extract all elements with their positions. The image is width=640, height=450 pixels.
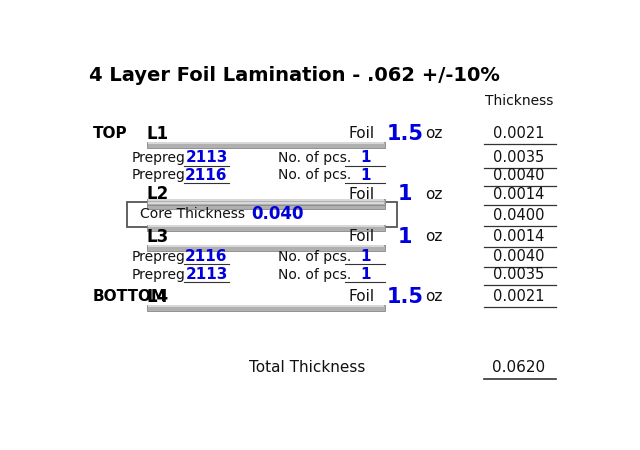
Text: 0.0021: 0.0021: [493, 289, 545, 304]
Text: L2: L2: [147, 185, 169, 203]
Text: 0.0620: 0.0620: [492, 360, 545, 375]
Text: No. of pcs.: No. of pcs.: [278, 268, 351, 282]
FancyBboxPatch shape: [147, 245, 385, 251]
Text: Prepreg: Prepreg: [132, 268, 186, 282]
FancyBboxPatch shape: [148, 225, 384, 227]
Text: 1: 1: [397, 227, 412, 247]
Text: 0.0400: 0.0400: [493, 207, 545, 223]
FancyBboxPatch shape: [148, 199, 384, 201]
Text: 0.0035: 0.0035: [493, 150, 545, 166]
FancyBboxPatch shape: [147, 202, 385, 208]
Text: 1: 1: [360, 150, 371, 166]
Text: 4 Layer Foil Lamination - .062 +/-10%: 4 Layer Foil Lamination - .062 +/-10%: [89, 66, 500, 85]
FancyBboxPatch shape: [148, 202, 384, 204]
Text: oz: oz: [425, 230, 442, 244]
FancyBboxPatch shape: [127, 202, 397, 227]
Text: 1.5: 1.5: [387, 124, 424, 144]
FancyBboxPatch shape: [147, 225, 385, 231]
Text: 2116: 2116: [185, 168, 228, 183]
FancyBboxPatch shape: [148, 142, 384, 144]
Text: 1.5: 1.5: [387, 287, 424, 306]
Text: L1: L1: [147, 125, 169, 143]
Text: oz: oz: [425, 126, 442, 141]
Text: 0.0040: 0.0040: [493, 168, 545, 183]
Text: 0.0035: 0.0035: [493, 267, 545, 282]
Text: 2116: 2116: [185, 249, 228, 264]
Text: 1: 1: [397, 184, 412, 204]
Text: Foil: Foil: [349, 289, 375, 304]
Text: 0.0021: 0.0021: [493, 126, 545, 141]
Text: 1: 1: [360, 267, 371, 282]
Text: No. of pcs.: No. of pcs.: [278, 151, 351, 165]
Text: Prepreg: Prepreg: [132, 151, 186, 165]
Text: 2113: 2113: [186, 267, 228, 282]
Text: Foil: Foil: [349, 126, 375, 141]
Text: 0.0040: 0.0040: [493, 249, 545, 264]
Text: BOTTOM: BOTTOM: [92, 289, 166, 304]
Text: Prepreg: Prepreg: [132, 250, 186, 264]
Text: L4: L4: [147, 288, 169, 306]
Text: Foil: Foil: [349, 187, 375, 202]
Text: oz: oz: [425, 187, 442, 202]
Text: 1: 1: [360, 168, 371, 183]
Text: L3: L3: [147, 228, 169, 246]
Text: TOP: TOP: [92, 126, 127, 141]
Text: 0.0014: 0.0014: [493, 230, 545, 244]
FancyBboxPatch shape: [147, 199, 385, 205]
Text: Core Thickness: Core Thickness: [140, 207, 244, 221]
FancyBboxPatch shape: [148, 305, 384, 307]
Text: Foil: Foil: [349, 230, 375, 244]
Text: 2113: 2113: [186, 150, 228, 166]
FancyBboxPatch shape: [147, 305, 385, 311]
Text: Thickness: Thickness: [484, 94, 553, 108]
Text: No. of pcs.: No. of pcs.: [278, 250, 351, 264]
Text: 0.040: 0.040: [251, 205, 303, 223]
Text: oz: oz: [425, 289, 442, 304]
Text: Prepreg: Prepreg: [132, 168, 186, 182]
FancyBboxPatch shape: [147, 142, 385, 148]
Text: Total Thickness: Total Thickness: [249, 360, 365, 375]
FancyBboxPatch shape: [148, 245, 384, 247]
Text: 0.0014: 0.0014: [493, 187, 545, 202]
Text: 1: 1: [360, 249, 371, 264]
Text: No. of pcs.: No. of pcs.: [278, 168, 351, 182]
